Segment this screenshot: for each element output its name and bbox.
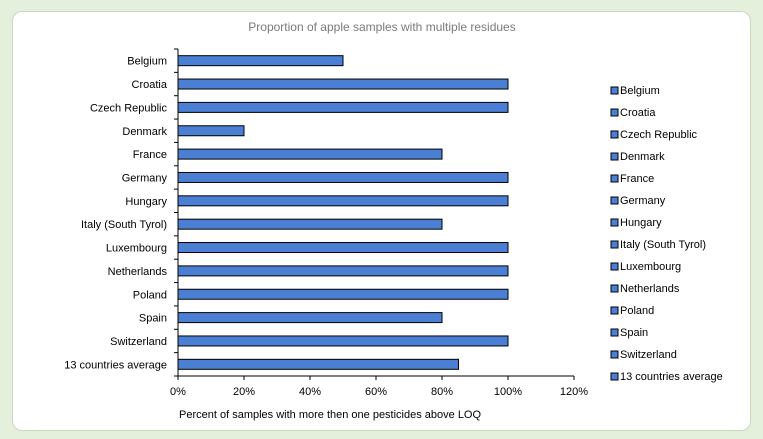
bar — [177, 148, 443, 160]
category-label: 13 countries average — [64, 359, 167, 371]
legend-swatch — [610, 130, 619, 139]
legend-item: Croatia — [610, 107, 656, 119]
legend: Belgium Croatia Czech Republic Denmark Franc… — [610, 85, 723, 383]
bar — [177, 78, 509, 90]
legend-swatch — [610, 240, 619, 249]
category-label: France — [133, 149, 167, 161]
category-label: Spain — [139, 313, 167, 325]
legend-item: Denmark — [610, 151, 665, 163]
x-tick-labels: 0% 20% 40% 60% 80% 100% 120% — [170, 386, 588, 398]
category-label: Luxembourg — [106, 243, 167, 255]
bar — [177, 218, 443, 230]
legend-label: Italy (South Tyrol) — [620, 239, 706, 251]
category-label: Czech Republic — [90, 102, 168, 114]
x-tick-label: 60% — [365, 386, 387, 398]
category-label: Hungary — [125, 196, 167, 208]
legend-label: Czech Republic — [620, 129, 698, 141]
legend-item: 13 countries average — [610, 371, 723, 383]
category-label: Belgium — [127, 56, 167, 68]
bar — [177, 101, 509, 113]
chart-title: Proportion of apple samples with multipl… — [248, 20, 515, 34]
bar — [177, 195, 509, 207]
legend-label: 13 countries average — [620, 371, 723, 383]
category-labels: Belgium Croatia Czech Republic Denmark Franc… — [64, 56, 168, 372]
legend-label: Hungary — [620, 217, 662, 229]
legend-item: Belgium — [610, 85, 660, 97]
bar — [177, 171, 509, 183]
legend-item: Germany — [610, 195, 666, 207]
x-axis-label: Percent of samples with more then one pe… — [179, 409, 481, 421]
legend-item: Luxembourg — [610, 261, 681, 273]
legend-item: Italy (South Tyrol) — [610, 239, 706, 251]
legend-swatch — [610, 86, 619, 95]
category-label: Croatia — [132, 79, 168, 91]
category-label: Italy (South Tyrol) — [81, 219, 167, 231]
legend-swatch — [610, 372, 619, 381]
legend-label: Belgium — [620, 85, 660, 97]
legend-swatch — [610, 262, 619, 271]
x-tick-label: 0% — [170, 386, 186, 398]
bar — [177, 358, 459, 370]
legend-label: Poland — [620, 305, 654, 317]
legend-label: Luxembourg — [620, 261, 681, 273]
legend-label: Denmark — [620, 151, 665, 163]
category-label: Germany — [122, 172, 168, 184]
legend-item: Czech Republic — [610, 129, 698, 141]
x-tick-label: 80% — [431, 386, 453, 398]
legend-item: France — [610, 173, 654, 185]
bar — [177, 288, 509, 300]
legend-swatch — [610, 174, 619, 183]
legend-label: Spain — [620, 327, 648, 339]
legend-swatch — [610, 306, 619, 315]
category-label: Denmark — [122, 126, 167, 138]
x-tick-label: 120% — [560, 386, 588, 398]
legend-swatch — [610, 152, 619, 161]
x-tick-label: 20% — [233, 386, 255, 398]
legend-swatch — [610, 218, 619, 227]
legend-swatch — [610, 284, 619, 293]
legend-swatch — [610, 328, 619, 337]
category-label: Poland — [133, 289, 167, 301]
legend-item: Spain — [610, 327, 648, 339]
legend-item: Poland — [610, 305, 654, 317]
legend-label: Netherlands — [620, 283, 680, 295]
bar — [177, 125, 245, 137]
legend-item: Hungary — [610, 217, 662, 229]
legend-label: Croatia — [620, 107, 656, 119]
legend-label: Germany — [620, 195, 666, 207]
legend-item: Netherlands — [610, 283, 680, 295]
legend-swatch — [610, 350, 619, 359]
x-tick-label: 100% — [494, 386, 522, 398]
x-tick-label: 40% — [299, 386, 321, 398]
bar — [177, 242, 509, 254]
legend-item: Switzerland — [610, 349, 677, 361]
bars-group — [177, 55, 509, 370]
legend-swatch — [610, 108, 619, 117]
bar — [177, 55, 344, 67]
category-label: Netherlands — [108, 266, 168, 278]
bar — [177, 265, 509, 277]
legend-label: France — [620, 173, 654, 185]
category-label: Switzerland — [110, 336, 167, 348]
legend-swatch — [610, 196, 619, 205]
bar — [177, 312, 443, 324]
legend-label: Switzerland — [620, 349, 677, 361]
axes-group — [174, 48, 575, 380]
bar — [177, 335, 509, 347]
